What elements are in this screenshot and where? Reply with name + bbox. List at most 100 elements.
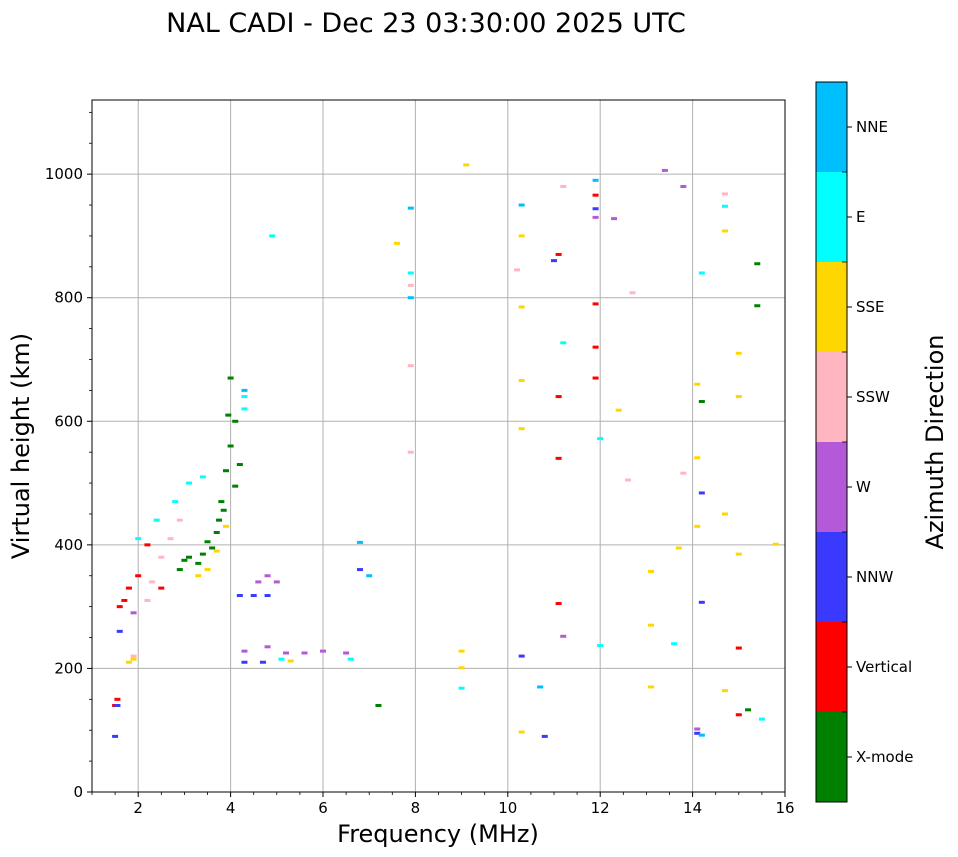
data-point bbox=[597, 644, 604, 648]
colorbar-segment-3 bbox=[816, 442, 847, 532]
chart-title: NAL CADI - Dec 23 03:30:00 2025 UTC bbox=[166, 8, 686, 39]
colorbar: X-mode Vertical NNW W SSW SSE E NNE bbox=[815, 81, 913, 803]
data-point bbox=[458, 649, 465, 653]
data-point bbox=[675, 546, 682, 550]
x-axis: 2 4 6 8 10 12 14 16 bbox=[91, 792, 795, 817]
x-tick-label-3: 8 bbox=[411, 799, 421, 817]
data-point bbox=[615, 408, 622, 412]
data-point bbox=[518, 730, 525, 734]
data-point bbox=[518, 427, 525, 431]
data-point bbox=[555, 602, 562, 606]
series-nnw bbox=[112, 207, 705, 738]
data-point bbox=[407, 450, 414, 454]
data-point bbox=[758, 717, 765, 721]
data-point bbox=[592, 215, 599, 219]
data-point bbox=[130, 657, 137, 661]
data-point bbox=[195, 561, 202, 565]
data-point bbox=[130, 654, 137, 658]
data-point bbox=[537, 685, 544, 689]
data-point bbox=[241, 649, 248, 653]
colorbar-tick-label-3: W bbox=[856, 478, 871, 496]
data-point bbox=[135, 537, 142, 541]
x-tick-label-5: 12 bbox=[591, 799, 610, 817]
data-point bbox=[694, 524, 701, 528]
data-point bbox=[283, 651, 290, 655]
data-point bbox=[144, 598, 151, 602]
data-point bbox=[458, 666, 465, 670]
data-point bbox=[158, 555, 165, 559]
data-point bbox=[186, 555, 193, 559]
data-point bbox=[518, 305, 525, 309]
data-point bbox=[176, 518, 183, 522]
data-point bbox=[167, 537, 174, 541]
series-x-mode bbox=[176, 262, 761, 712]
data-point bbox=[648, 569, 655, 573]
data-point bbox=[236, 594, 243, 598]
data-point bbox=[114, 697, 121, 701]
x-tick-label-1: 4 bbox=[226, 799, 236, 817]
data-point bbox=[592, 376, 599, 380]
data-point bbox=[225, 413, 232, 417]
colorbar-tick-label-5: SSE bbox=[856, 298, 885, 316]
data-point bbox=[463, 163, 470, 167]
data-point bbox=[241, 395, 248, 399]
data-point bbox=[772, 542, 779, 546]
colorbar-segment-5 bbox=[816, 262, 847, 352]
data-point bbox=[195, 574, 202, 578]
data-point bbox=[222, 524, 229, 528]
data-point bbox=[555, 456, 562, 460]
data-point bbox=[135, 574, 142, 578]
colorbar-segment-1 bbox=[816, 622, 847, 712]
data-point bbox=[125, 586, 132, 590]
data-point bbox=[347, 657, 354, 661]
data-point bbox=[698, 400, 705, 404]
colorbar-tick-label-4: SSW bbox=[856, 388, 890, 406]
colorbar-tick-label-6: E bbox=[856, 208, 865, 226]
data-point bbox=[680, 185, 687, 188]
data-point bbox=[624, 478, 631, 482]
data-point bbox=[721, 229, 728, 233]
data-point bbox=[241, 407, 248, 411]
data-point bbox=[721, 689, 728, 693]
data-point bbox=[121, 598, 128, 602]
data-point bbox=[407, 296, 414, 300]
data-point bbox=[186, 481, 193, 485]
x-tick-label-2: 6 bbox=[318, 799, 328, 817]
y-tick-label-1: 200 bbox=[54, 659, 83, 677]
data-point bbox=[735, 351, 742, 355]
y-tick-label-3: 600 bbox=[54, 412, 83, 430]
data-point bbox=[648, 685, 655, 689]
data-point bbox=[232, 419, 239, 423]
data-point bbox=[269, 234, 276, 238]
colorbar-segment-2 bbox=[816, 532, 847, 622]
data-point bbox=[518, 379, 525, 383]
data-point bbox=[721, 204, 728, 208]
data-marks bbox=[112, 163, 779, 738]
colorbar-segment-0 bbox=[816, 712, 847, 802]
data-point bbox=[560, 634, 567, 638]
data-point bbox=[236, 463, 243, 467]
data-point bbox=[555, 252, 562, 256]
grid bbox=[92, 100, 785, 792]
data-point bbox=[213, 549, 220, 553]
data-point bbox=[735, 713, 742, 717]
colorbar-segment-7 bbox=[816, 82, 847, 172]
data-point bbox=[694, 727, 701, 731]
colorbar-tick-label-0: X-mode bbox=[856, 748, 913, 766]
data-point bbox=[754, 262, 761, 266]
y-tick-label-0: 0 bbox=[73, 783, 83, 801]
data-point bbox=[172, 500, 179, 504]
colorbar-frame bbox=[815, 81, 848, 803]
x-tick-label-4: 10 bbox=[498, 799, 517, 817]
data-point bbox=[560, 341, 567, 345]
data-point bbox=[264, 645, 271, 649]
data-point bbox=[694, 731, 701, 735]
data-point bbox=[735, 395, 742, 399]
data-point bbox=[407, 283, 414, 287]
data-point bbox=[648, 623, 655, 627]
data-point bbox=[227, 376, 234, 380]
data-point bbox=[592, 193, 599, 197]
data-point bbox=[264, 574, 271, 578]
data-point bbox=[356, 568, 363, 572]
data-point bbox=[555, 395, 562, 399]
